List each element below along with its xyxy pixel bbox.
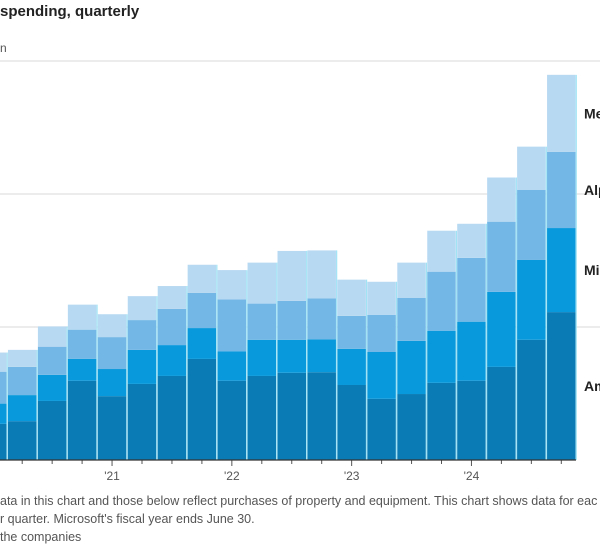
- bar-segment: [517, 259, 546, 340]
- bar-segment: [97, 369, 127, 397]
- x-tick-label: '23: [344, 469, 360, 483]
- series-label: Alp: [584, 182, 600, 198]
- bar-segment: [127, 320, 157, 350]
- bar-segment: [247, 375, 277, 460]
- series-label: Am: [584, 378, 600, 394]
- x-tick-label: '21: [104, 469, 120, 483]
- bar-segment: [517, 339, 546, 460]
- bar-segment: [7, 366, 37, 396]
- bar-segment: [217, 270, 247, 300]
- chart-title: spending, quarterly: [0, 3, 140, 20]
- bar-segment: [457, 380, 486, 460]
- bar-segment: [127, 383, 157, 460]
- bar-segment: [0, 423, 7, 460]
- bar-segment: [7, 395, 37, 422]
- bar-segment: [547, 312, 576, 460]
- bar-segment: [157, 286, 187, 309]
- bar-segment: [217, 380, 247, 460]
- bar-segment: [457, 223, 486, 258]
- bar-segment: [337, 348, 366, 385]
- bar-segment: [247, 339, 277, 376]
- bar-segment: [397, 297, 426, 341]
- series-label: Mi: [584, 262, 600, 278]
- bar-segment: [97, 396, 127, 460]
- bar-segment: [397, 262, 426, 298]
- bar-segment: [127, 296, 157, 321]
- bar-segment: [0, 352, 7, 372]
- bar-segment: [67, 329, 97, 359]
- bar-segment: [0, 403, 7, 424]
- bar-segment: [187, 292, 217, 329]
- bar-segment: [307, 250, 336, 299]
- bar-segment: [7, 421, 37, 460]
- bar-segment: [97, 337, 127, 370]
- bar-segment: [337, 315, 366, 349]
- bar-segment: [247, 262, 277, 304]
- bar-segment: [457, 321, 486, 381]
- bar-segment: [187, 328, 217, 359]
- bar-segment: [367, 352, 396, 399]
- bar-segment: [67, 380, 97, 460]
- bar-segment: [277, 339, 306, 373]
- bar-segment: [547, 74, 576, 152]
- bar-segment: [217, 351, 247, 381]
- bar-segment: [517, 189, 546, 260]
- bar-segment: [97, 314, 127, 338]
- bar-segment: [67, 304, 97, 330]
- bar-segment: [37, 346, 67, 375]
- bar-segment: [397, 340, 426, 395]
- bar-segment: [517, 146, 546, 190]
- bar-segment: [37, 400, 67, 460]
- unit-label: n: [0, 41, 7, 55]
- bar-segment: [277, 300, 306, 340]
- bar-segment: [487, 291, 516, 367]
- bar-segment: [337, 279, 366, 316]
- bar-segment: [37, 374, 67, 401]
- bar-segment: [337, 384, 366, 460]
- bar-segment: [277, 250, 306, 301]
- bar-segment: [487, 221, 516, 292]
- bar-segment: [397, 394, 426, 460]
- note-line-2: r quarter. Microsoft's fiscal year ends …: [0, 512, 255, 526]
- bar-segment: [277, 372, 306, 460]
- x-tick-label: '22: [224, 469, 240, 483]
- bar-segment: [157, 308, 187, 346]
- bar-segment: [7, 349, 37, 367]
- bar-segment: [127, 349, 157, 384]
- bar-segment: [427, 271, 456, 331]
- bar-segment: [37, 326, 67, 347]
- bar-segment: [307, 372, 336, 460]
- bar-segment: [67, 358, 97, 381]
- x-tick-label: '24: [464, 469, 480, 483]
- bar-segment: [367, 398, 396, 460]
- note-line-1: ata in this chart and those below reflec…: [0, 494, 598, 508]
- bar-segment: [217, 299, 247, 352]
- bar-segment: [547, 151, 576, 229]
- bar-segment: [187, 264, 217, 293]
- bar-segment: [427, 330, 456, 383]
- bar-segment: [157, 345, 187, 376]
- bar-segment: [187, 358, 217, 460]
- bar-segment: [367, 314, 396, 353]
- bar-segment: [487, 177, 516, 222]
- bar-segment: [367, 281, 396, 315]
- bar-segment: [157, 375, 187, 460]
- bar-segment: [0, 371, 7, 404]
- bar-segment: [247, 303, 277, 340]
- bar-segment: [547, 228, 576, 313]
- bar-segment: [427, 230, 456, 272]
- series-label: Me: [584, 105, 600, 121]
- bar-segment: [427, 382, 456, 460]
- bar-segment: [307, 298, 336, 340]
- bar-segment: [487, 366, 516, 460]
- note-line-3: the companies: [0, 530, 82, 544]
- bar-segment: [307, 339, 336, 373]
- bar-segment: [457, 257, 486, 322]
